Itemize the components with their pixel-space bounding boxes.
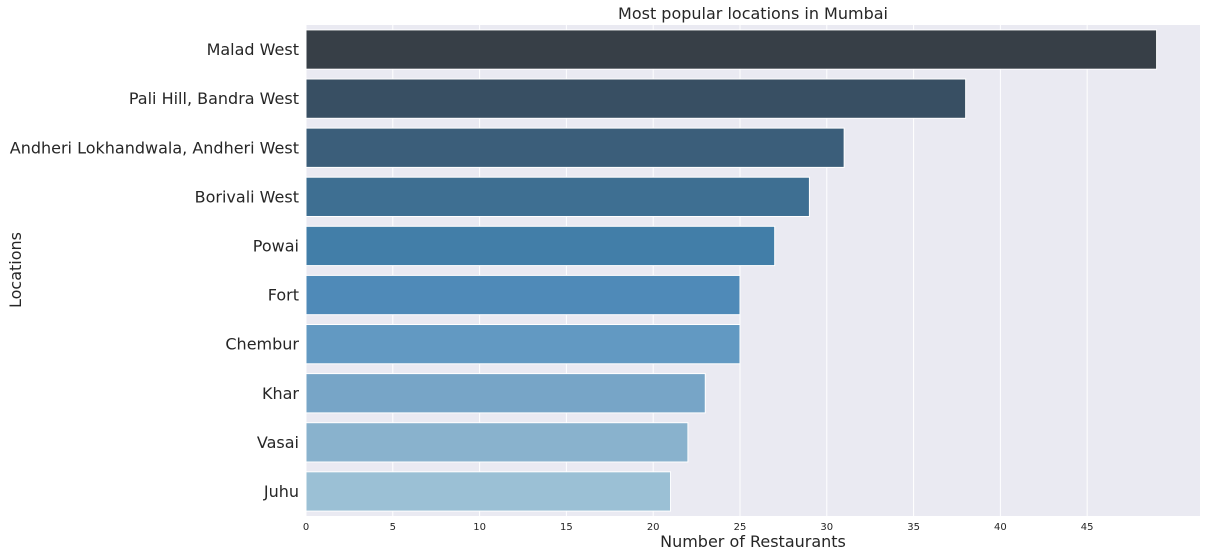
- bar-2: [305, 127, 845, 168]
- y-axis-label: Locations: [6, 232, 25, 308]
- bar-1: [305, 78, 967, 119]
- x-tick-label: 20: [647, 522, 660, 533]
- x-tick-labels: 0 5 10 15 20 25 30 35 40 45: [303, 522, 1094, 533]
- x-tick-label: 15: [560, 522, 573, 533]
- y-tick-label: Vasai: [257, 433, 299, 452]
- y-tick-label: Borivali West: [195, 187, 299, 206]
- x-tick-label: 5: [390, 522, 396, 533]
- bar-7: [305, 373, 706, 414]
- bar-6: [305, 324, 741, 365]
- y-tick-labels: Malad West Pali Hill, Bandra West Andheri …: [10, 40, 300, 501]
- y-tick-label: Malad West: [207, 40, 299, 59]
- y-tick-label: Fort: [268, 286, 299, 305]
- bar-5: [305, 274, 741, 316]
- x-tick-label: 40: [994, 522, 1007, 533]
- y-tick-label: Juhu: [263, 482, 299, 501]
- bars: [305, 29, 1158, 512]
- chart-title: Most popular locations in Mumbai: [618, 4, 888, 23]
- bar-4: [305, 225, 776, 267]
- x-tick-label: 35: [907, 522, 920, 533]
- x-tick-label: 25: [734, 522, 747, 533]
- x-axis-label: Number of Restaurants: [660, 532, 846, 551]
- x-tick-label: 10: [473, 522, 486, 533]
- y-tick-label: Powai: [253, 236, 299, 255]
- bar-3: [305, 176, 810, 217]
- bar-8: [305, 422, 689, 463]
- x-tick-label: 0: [303, 522, 309, 533]
- x-tick-label: 30: [820, 522, 833, 533]
- bar-9: [305, 471, 672, 512]
- y-tick-label: Andheri Lokhandwala, Andheri West: [10, 138, 299, 157]
- y-tick-label: Khar: [262, 384, 299, 403]
- y-tick-label: Chembur: [225, 335, 299, 354]
- x-tick-label: 45: [1081, 522, 1094, 533]
- y-tick-label: Pali Hill, Bandra West: [129, 89, 299, 108]
- bar-0: [305, 29, 1158, 70]
